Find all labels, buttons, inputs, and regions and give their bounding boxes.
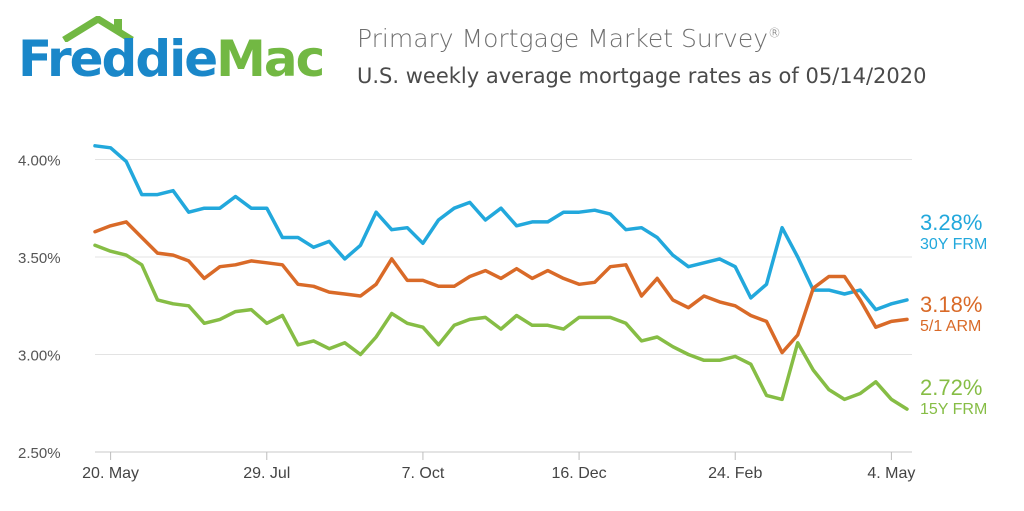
y-tick-label: 2.50% — [18, 445, 61, 462]
x-tick-label: 4. May — [867, 465, 915, 482]
end-label-30y-frm: 3.28% 30Y FRM — [920, 210, 987, 254]
x-tick-label: 20. May — [82, 465, 139, 482]
house-roof-icon — [62, 16, 134, 42]
end-label-series-name: 5/1 ARM — [920, 318, 982, 335]
logo-word-freddie: Freddie — [18, 30, 218, 88]
series-line-5-1-arm — [93, 220, 909, 355]
end-label-value: 3.18% — [920, 292, 983, 317]
series-line-30y-frm — [93, 144, 909, 312]
end-label-15y-frm: 2.72% 15Y FRM — [920, 375, 987, 419]
freddie-mac-logo: FreddieMac — [18, 12, 328, 94]
chart-subtitle: U.S. weekly average mortgage rates as of… — [357, 64, 927, 88]
end-label-5-1-arm: 3.18% 5/1 ARM — [920, 292, 982, 336]
chart-title: Primary Mortgage Market Survey® — [357, 24, 781, 53]
end-label-value: 3.28% — [920, 210, 983, 235]
series-line-15y-frm — [93, 243, 909, 411]
x-tick-label: 24. Feb — [708, 465, 762, 482]
registered-mark: ® — [768, 26, 781, 42]
x-tick-label: 29. Jul — [243, 465, 290, 482]
logo-word-mac: Mac — [216, 30, 325, 88]
y-tick-label: 4.00% — [18, 153, 61, 170]
y-tick-label: 3.50% — [18, 250, 61, 267]
x-tick-label: 16. Dec — [552, 465, 607, 482]
end-label-series-name: 15Y FRM — [920, 401, 988, 418]
x-tick-label: 7. Oct — [402, 465, 445, 482]
y-tick-label: 3.00% — [18, 348, 61, 365]
end-label-series-name: 30Y FRM — [920, 236, 988, 253]
end-label-value: 2.72% — [920, 375, 983, 400]
